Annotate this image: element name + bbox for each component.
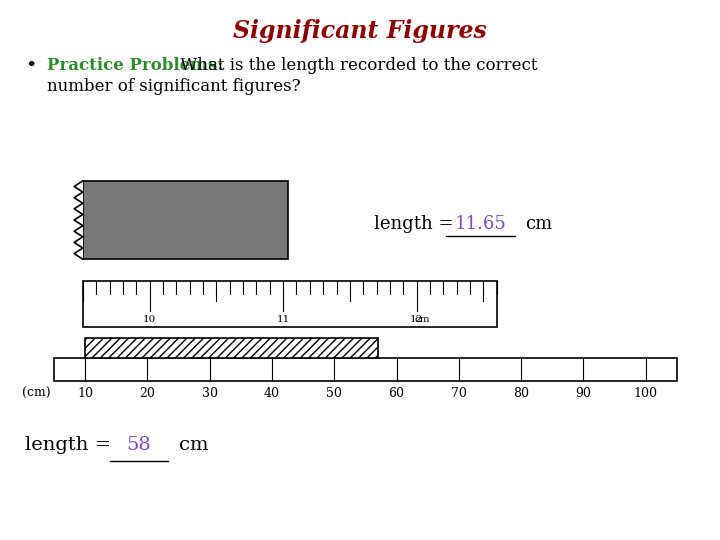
Text: Significant Figures: Significant Figures: [233, 19, 487, 43]
Text: 40: 40: [264, 387, 280, 400]
Bar: [83, 181, 288, 259]
Text: 50: 50: [326, 387, 342, 400]
Text: cm: cm: [415, 315, 430, 324]
Text: 10: 10: [143, 315, 156, 324]
Bar: [83, 281, 497, 327]
Text: cm: cm: [179, 436, 208, 455]
Text: 30: 30: [202, 387, 217, 400]
Bar: [54, 358, 677, 381]
Text: 11.65: 11.65: [455, 215, 506, 233]
Text: 12: 12: [410, 315, 423, 324]
Text: •: •: [25, 57, 37, 75]
Bar: [85, 338, 378, 358]
Text: 90: 90: [575, 387, 591, 400]
Text: cm: cm: [526, 215, 553, 233]
Text: length =: length =: [25, 436, 117, 455]
Text: 11: 11: [276, 315, 289, 324]
Text: What is the length recorded to the correct: What is the length recorded to the corre…: [175, 57, 537, 73]
Text: 70: 70: [451, 387, 467, 400]
Text: (cm): (cm): [22, 387, 50, 400]
Text: 80: 80: [513, 387, 529, 400]
Text: 100: 100: [634, 387, 657, 400]
Text: number of significant figures?: number of significant figures?: [47, 78, 300, 95]
Text: length =: length =: [374, 215, 459, 233]
Text: 10: 10: [77, 387, 93, 400]
Text: 58: 58: [127, 436, 151, 455]
Text: 60: 60: [389, 387, 405, 400]
Text: 20: 20: [140, 387, 156, 400]
Text: Practice Problems:: Practice Problems:: [47, 57, 223, 73]
Bar: [72, 181, 83, 259]
